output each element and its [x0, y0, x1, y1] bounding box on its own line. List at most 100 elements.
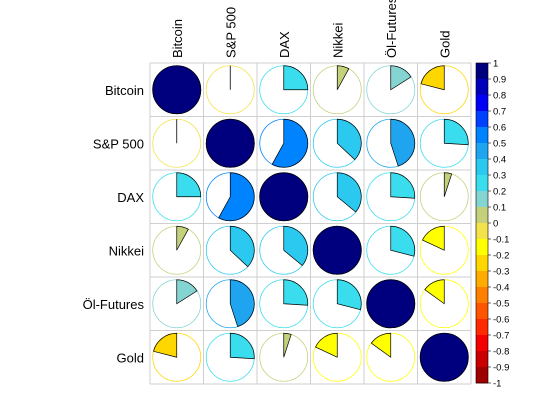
pie-slice [366, 279, 416, 329]
pie-slice [420, 65, 445, 91]
pie-slice [443, 118, 469, 146]
pie-slice [229, 279, 255, 328]
pie-cell [152, 332, 202, 382]
row-labels: Bitcoin S&P 500 DAX Nikkei Öl-Futures Gold [83, 83, 145, 366]
colorbar-tick-label: -0.4 [493, 283, 509, 294]
pie-cell [419, 225, 469, 275]
pie-slice [390, 118, 416, 167]
pie-slice [205, 118, 255, 168]
pie-cell [419, 65, 469, 115]
colorbar-tick-label: -0.3 [493, 267, 509, 278]
pie-slice [229, 225, 255, 268]
pie-slice [229, 332, 255, 360]
colorbar-segment [476, 95, 488, 112]
colorbar-segment [476, 63, 488, 80]
colorbar-tick-label: 0.7 [493, 107, 506, 118]
row-label: S&P 500 [93, 136, 144, 151]
column-label: Öl-Futures [384, 0, 399, 58]
pie-slice [336, 65, 350, 90]
row-label: Nikkei [109, 243, 145, 258]
pie-slice [370, 332, 392, 358]
pie-slice [283, 332, 292, 358]
pie-cell [312, 225, 362, 275]
pie-cell [259, 225, 309, 275]
pie-cell [366, 279, 416, 329]
pie-cell [259, 279, 309, 329]
pie-cell [205, 118, 255, 168]
pie-slice [390, 172, 416, 199]
pie-cell [205, 65, 255, 115]
colorbar-tick-label: 0 [493, 219, 498, 230]
pie-cell [312, 332, 362, 382]
grid [149, 62, 472, 385]
pie-cell [205, 225, 255, 275]
colorbar-tick-label: -0.6 [493, 315, 509, 326]
pie-slice [152, 65, 202, 115]
colorbar-tick-label: -0.5 [493, 299, 509, 310]
colorbar-tick-label: 0.6 [493, 123, 506, 134]
pie-cell [366, 332, 416, 382]
column-label: Nikkei [330, 22, 345, 58]
colorbar-tick-label: 0.9 [493, 75, 506, 86]
column-label: DAX [277, 31, 292, 58]
colorbar-tick-label: -0.8 [493, 347, 509, 358]
pie-cell [419, 118, 469, 168]
pie-slice [424, 279, 445, 305]
pie-slice [336, 172, 362, 213]
pie-cell [419, 279, 469, 329]
column-label: Gold [437, 31, 452, 58]
pie-cell [205, 279, 255, 329]
colorbar-segment [476, 239, 488, 256]
pie-cell [259, 172, 309, 222]
pie-slice [390, 225, 416, 257]
colorbar-tick-label: 1 [493, 59, 498, 70]
colorbar-segment [476, 191, 488, 208]
cells [152, 65, 469, 382]
pie-cell [205, 172, 255, 222]
pie-cell [312, 118, 362, 168]
colorbar: 1 0.9 0.8 0.7 0.6 0.5 0.4 0.3 0.2 0.1 0 -0.1 -0.2 -0.… [475, 59, 509, 390]
colorbar-tick-label: -0.1 [493, 235, 509, 246]
colorbar-segment [476, 319, 488, 336]
pie-cell [312, 65, 362, 115]
pie-cell [152, 279, 202, 329]
colorbar-tick-label: 0.3 [493, 171, 506, 182]
pie-slice [336, 279, 362, 311]
column-label: S&P 500 [223, 7, 238, 58]
colorbar-tick-label: 0.1 [493, 203, 506, 214]
pie-slice [271, 118, 309, 168]
pie-cell [312, 172, 362, 222]
row-label: DAX [117, 190, 144, 205]
pie-slice [283, 225, 309, 267]
row-label: Bitcoin [105, 83, 144, 98]
pie-cell [366, 225, 416, 275]
pie-cell [259, 118, 309, 168]
colorbar-segment [476, 255, 488, 272]
colorbar-segment [476, 271, 488, 288]
colorbar-segment [476, 143, 488, 160]
colorbar-segment [476, 111, 488, 128]
colorbar-segment [476, 351, 488, 368]
pie-cell [259, 65, 309, 115]
pie-slice [176, 225, 189, 251]
colorbar-tick-label: -0.7 [493, 331, 509, 342]
pie-slice [176, 172, 202, 198]
colorbar-tick-label: 0.5 [493, 139, 506, 150]
pie-slice [153, 332, 178, 358]
colorbar-segment [476, 159, 488, 176]
pie-cell [152, 118, 202, 168]
pie-slice [218, 172, 255, 222]
column-label: Bitcoin [170, 19, 185, 58]
pie-slice [315, 332, 338, 358]
pie-slice [283, 65, 309, 91]
pie-slice [390, 65, 412, 91]
row-label: Öl-Futures [83, 297, 145, 312]
pie-cell [152, 225, 202, 275]
colorbar-segment [476, 287, 488, 304]
pie-slice [336, 118, 362, 161]
colorbar-tick-label: 0.4 [493, 155, 506, 166]
colorbar-segment [476, 335, 488, 352]
pie-slice [176, 279, 198, 305]
